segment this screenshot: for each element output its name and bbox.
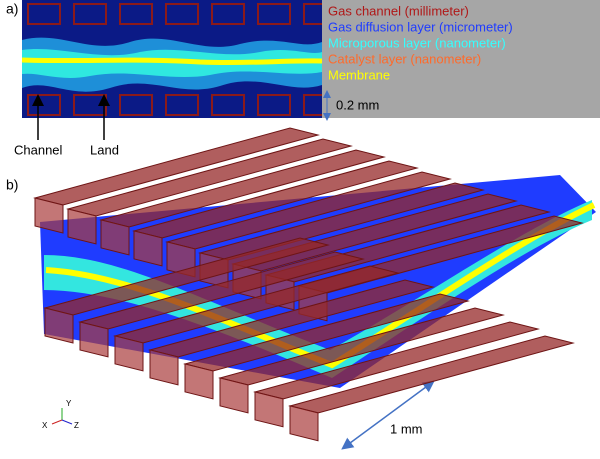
axis-triad bbox=[51, 408, 73, 425]
legend-entry: Gas channel (millimeter) bbox=[328, 3, 469, 18]
panel-a-image bbox=[21, 0, 337, 118]
scale-bar bbox=[341, 380, 435, 450]
channel-end bbox=[133, 230, 163, 267]
legend-entry: Microporous layer (nanometer) bbox=[328, 35, 506, 50]
channel-outline bbox=[211, 94, 245, 116]
scale-label: 1 mm bbox=[390, 421, 423, 436]
channel-outline bbox=[27, 3, 61, 25]
channel-end bbox=[254, 391, 284, 428]
axis-label: Y bbox=[66, 399, 72, 408]
channel-end bbox=[149, 349, 179, 386]
bottom-channels bbox=[43, 237, 575, 442]
legend-box bbox=[322, 0, 600, 118]
channel-end bbox=[34, 197, 64, 234]
channel-end bbox=[114, 335, 144, 372]
channel-outline bbox=[119, 3, 153, 25]
panel-label: b) bbox=[6, 177, 18, 193]
channel-outline bbox=[165, 3, 199, 25]
annotation: Channel bbox=[14, 142, 63, 157]
channel-outline bbox=[73, 3, 107, 25]
legend-entry: Gas diffusion layer (micrometer) bbox=[328, 19, 513, 34]
channel-outline bbox=[119, 94, 153, 116]
panel-label: a) bbox=[6, 1, 18, 17]
channel-outline bbox=[257, 3, 291, 25]
channel-outline bbox=[165, 94, 199, 116]
channel-outline bbox=[211, 3, 245, 25]
scale-label: 0.2 mm bbox=[336, 97, 379, 112]
channel-end bbox=[219, 377, 249, 414]
channel-end bbox=[67, 208, 97, 245]
channel-end bbox=[184, 363, 214, 400]
channel-outline bbox=[257, 94, 291, 116]
annotation: Land bbox=[90, 142, 119, 157]
channel-end bbox=[100, 219, 130, 256]
channel-end bbox=[289, 405, 319, 442]
legend-entry: Catalyst layer (nanometer) bbox=[328, 51, 481, 66]
channel-outline bbox=[27, 94, 61, 116]
axis-label: Z bbox=[74, 421, 79, 430]
axis-label: X bbox=[42, 421, 48, 430]
legend-entry: Membrane bbox=[328, 67, 390, 82]
channel-end bbox=[44, 307, 74, 344]
channel-end bbox=[79, 321, 109, 358]
